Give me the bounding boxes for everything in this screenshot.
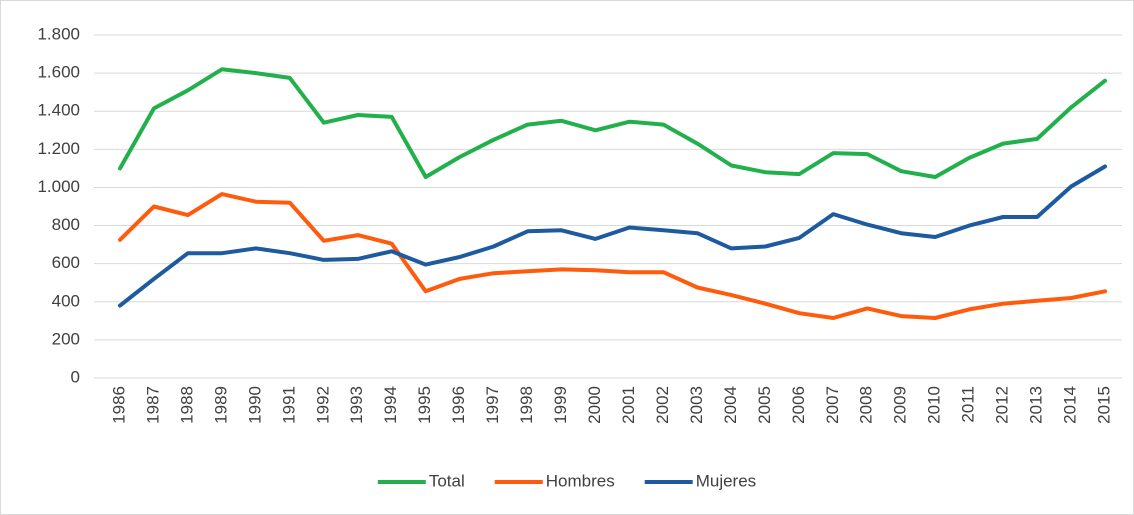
x-tick-label: 2004 (721, 386, 740, 424)
legend-item: Total (377, 471, 465, 490)
x-tick-label: 1998 (517, 386, 536, 424)
x-tick-label: 2008 (857, 386, 876, 424)
x-tick-label: 2014 (1061, 386, 1080, 424)
y-tick-label: 1.000 (37, 177, 80, 196)
x-tick-label: 2007 (823, 386, 842, 424)
line-series (118, 164, 1107, 308)
x-tick-label: 1999 (551, 386, 570, 424)
x-tick-label: 2010 (925, 386, 944, 424)
x-tick-label: 2005 (755, 386, 774, 424)
y-tick-label: 0 (71, 367, 80, 386)
x-tick-label: 1987 (143, 386, 162, 424)
y-tick-label: 400 (52, 291, 80, 310)
y-tick-label: 1.200 (37, 139, 80, 158)
line-series (118, 192, 1107, 320)
x-tick-label: 2003 (687, 386, 706, 424)
line-series (118, 67, 1107, 179)
x-tick-label: 1989 (211, 386, 230, 424)
y-tick-label: 600 (52, 253, 80, 272)
x-tick-label: 1991 (279, 386, 298, 424)
x-tick-label: 2012 (993, 386, 1012, 424)
legend-item: Mujeres (644, 471, 756, 490)
x-tick-label: 2015 (1095, 386, 1114, 424)
x-tick-label: 1997 (483, 386, 502, 424)
legend-label: Total (429, 471, 465, 490)
x-tick-label: 2013 (1027, 386, 1046, 424)
x-tick-label: 1988 (177, 386, 196, 424)
x-tick-label: 2006 (789, 386, 808, 424)
x-tick-label: 1995 (415, 386, 434, 424)
y-tick-label: 1.400 (37, 101, 80, 120)
y-tick-label: 800 (52, 215, 80, 234)
x-tick-label: 2001 (619, 386, 638, 424)
y-tick-label: 1.600 (37, 63, 80, 82)
y-tick-label: 200 (52, 329, 80, 348)
x-tick-label: 2000 (585, 386, 604, 424)
legend-label: Mujeres (696, 471, 756, 490)
legend-label: Hombres (546, 471, 615, 490)
x-tick-label: 1992 (313, 386, 332, 424)
legend-item: Hombres (494, 471, 615, 490)
x-tick-label: 2009 (891, 386, 910, 424)
x-tick-label: 2011 (959, 386, 978, 423)
x-tick-label: 1996 (449, 386, 468, 424)
x-tick-label: 1990 (245, 386, 264, 424)
x-tick-label: 1993 (347, 386, 366, 424)
x-tick-label: 1994 (381, 386, 400, 424)
x-tick-label: 2002 (653, 386, 672, 424)
x-tick-label: 1986 (109, 386, 128, 424)
y-tick-label: 1.800 (37, 24, 80, 43)
